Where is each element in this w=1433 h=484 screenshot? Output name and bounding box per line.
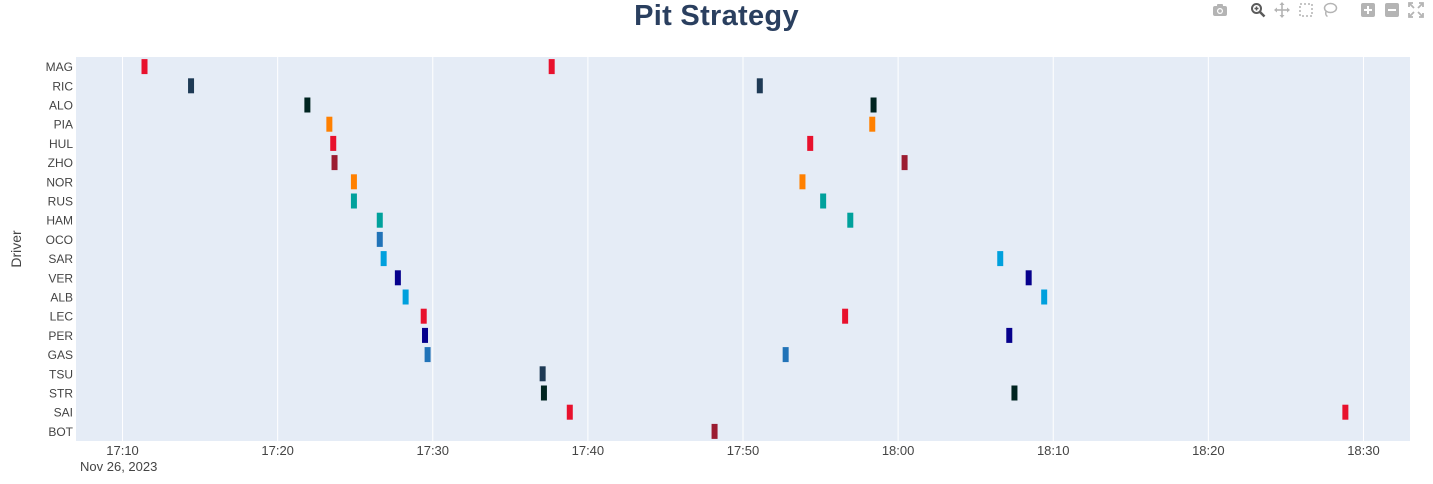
pit-stop-alo[interactable] [304,97,311,113]
pit-stop-ric[interactable] [188,78,195,94]
y-tick-label-ham: HAM [46,214,73,228]
x-tick-label: 18:20 [1192,443,1225,458]
pit-stop-hul[interactable] [807,135,814,151]
modebar [1209,0,1427,20]
pit-stop-nor[interactable] [799,174,806,190]
y-tick-label-hul: HUL [49,137,73,151]
y-tick-label-per: PER [48,329,73,343]
pit-stop-sar[interactable] [997,251,1004,267]
y-tick-label-str: STR [49,387,73,401]
pit-stop-ham[interactable] [376,212,383,228]
zoom-out-icon[interactable] [1381,0,1403,20]
y-tick-label-alo: ALO [49,99,73,113]
pit-stop-mag[interactable] [548,59,555,75]
pit-stop-sai[interactable] [1342,404,1349,420]
pit-stop-pia[interactable] [326,116,333,132]
y-tick-label-ver: VER [48,271,73,285]
pan-icon[interactable] [1271,0,1293,20]
pit-stop-rus[interactable] [820,193,827,209]
y-tick-label-mag: MAG [46,60,73,74]
y-axis-title: Driver [8,230,24,268]
gridlines [122,57,1364,441]
y-tick-label-bot: BOT [48,425,73,439]
box-select-icon[interactable] [1295,0,1317,20]
pit-stop-sar[interactable] [380,251,387,267]
pit-stop-oco[interactable] [376,231,383,247]
x-tick-label: 17:10 [106,443,139,458]
pit-stop-ham[interactable] [847,212,854,228]
y-tick-label-sai: SAI [54,406,73,420]
zoom-icon[interactable] [1247,0,1269,20]
pit-stop-ver[interactable] [1025,270,1032,286]
x-tick-label: 17:20 [261,443,294,458]
pit-stop-ver[interactable] [394,270,401,286]
y-tick-label-alb: ALB [50,291,73,305]
pit-stop-hul[interactable] [330,135,337,151]
x-axis-date-label: Nov 26, 2023 [80,459,157,474]
pit-stop-lec[interactable] [420,308,427,324]
pit-stop-str[interactable] [1011,385,1018,401]
pit-stop-alb[interactable] [1041,289,1048,305]
y-tick-label-oco: OCO [46,233,73,247]
pit-stop-alb[interactable] [402,289,409,305]
pit-stop-markers [141,59,1349,439]
pit-stop-per[interactable] [1006,327,1013,343]
pit-stop-rus[interactable] [350,193,357,209]
y-tick-label-lec: LEC [50,310,74,324]
autoscale-icon[interactable] [1405,0,1427,20]
pit-stop-zho[interactable] [901,155,908,171]
pit-stop-per[interactable] [422,327,429,343]
chart-title: Pit Strategy [634,0,799,32]
pit-stop-alo[interactable] [870,97,877,113]
pit-stop-tsu[interactable] [539,366,546,382]
y-tick-label-sar: SAR [48,252,73,266]
x-tick-label: 17:40 [572,443,605,458]
y-tick-label-ric: RIC [52,79,73,93]
lasso-select-icon[interactable] [1319,0,1341,20]
pit-stop-str[interactable] [540,385,547,401]
y-tick-label-nor: NOR [46,175,73,189]
pit-stop-lec[interactable] [842,308,849,324]
pit-stop-zho[interactable] [331,155,338,171]
y-tick-label-zho: ZHO [48,156,73,170]
y-tick-label-rus: RUS [48,195,73,209]
pit-stop-pia[interactable] [869,116,876,132]
x-axis-tick-labels: 17:10 17:20 17:30 17:40 17:50 18:00 18:10 18:20… [106,443,1379,458]
pit-stop-nor[interactable] [350,174,357,190]
x-tick-label: 17:30 [416,443,449,458]
y-tick-label-gas: GAS [48,348,73,362]
x-tick-label: 18:00 [882,443,915,458]
zoom-in-icon[interactable] [1357,0,1379,20]
x-tick-label: 18:10 [1037,443,1070,458]
pit-stop-sai[interactable] [566,404,573,420]
camera-icon[interactable] [1209,0,1231,20]
x-tick-label: 18:30 [1347,443,1380,458]
pit-stop-mag[interactable] [141,59,148,75]
pit-stop-gas[interactable] [424,347,431,363]
pit-stop-ric[interactable] [756,78,763,94]
x-tick-label: 17:50 [727,443,760,458]
pit-stop-bot[interactable] [711,423,718,439]
y-tick-label-tsu: TSU [49,367,73,381]
y-axis-tick-labels: MAG RIC ALO PIA HUL ZHO NOR RUS HAM OCO SAR VER ALB L… [46,60,74,439]
y-tick-label-pia: PIA [54,118,73,132]
pit-stop-gas[interactable] [782,347,789,363]
